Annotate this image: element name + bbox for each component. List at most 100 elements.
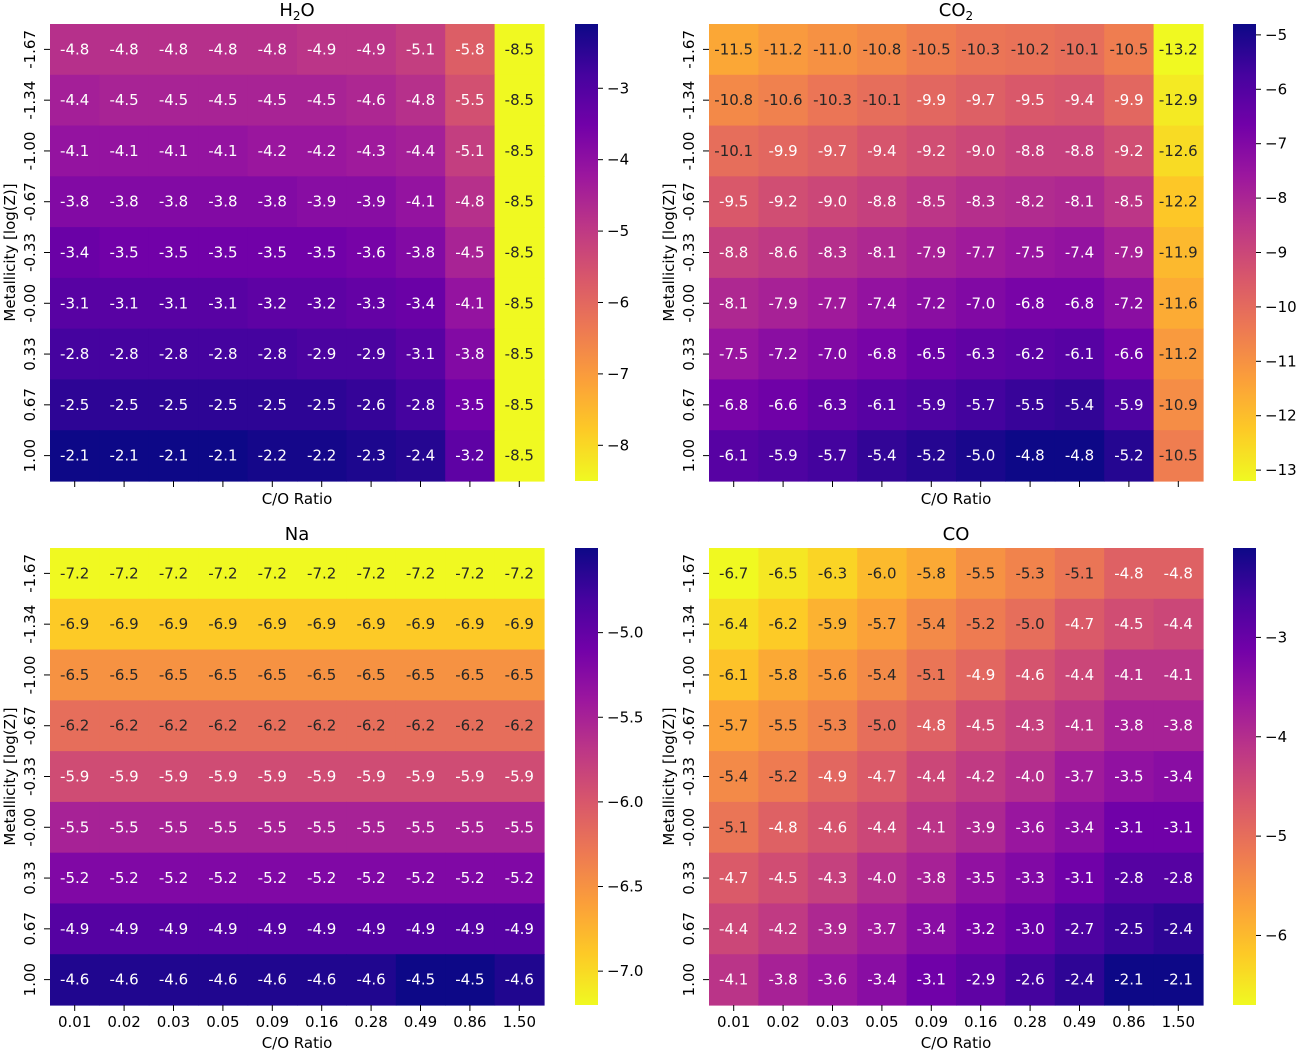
heatmap-cell-label: -2.1	[109, 447, 138, 465]
heatmap-cell	[1005, 227, 1056, 279]
heatmap-cell	[148, 328, 199, 381]
heatmap-cell-label: -6.8	[1015, 294, 1044, 312]
x-tick-label: 1.50	[1162, 1013, 1195, 1031]
y-axis-label-co2: Metallicity [log(Z)]	[660, 183, 678, 321]
heatmap-cell	[906, 125, 957, 177]
heatmap-cell-label: -7.2	[455, 564, 484, 582]
heatmap-cell	[297, 277, 347, 330]
heatmap-cell	[807, 751, 858, 803]
heatmap-cell	[395, 74, 446, 127]
heatmap-cell-label: -4.6	[1015, 666, 1044, 684]
heatmap-cell	[956, 801, 1006, 854]
heatmap-cell-label: -10.3	[813, 91, 852, 109]
heatmap-cell-label: -6.3	[818, 396, 847, 414]
heatmap-cell-label: -5.2	[406, 869, 435, 887]
heatmap-cell	[807, 125, 858, 177]
heatmap-cell-label: -7.2	[356, 564, 385, 582]
heatmap-cell	[758, 430, 809, 482]
y-tick-label: 1.00	[680, 439, 698, 472]
heatmap-cell-label: -4.6	[109, 971, 138, 989]
heatmap-cell-label: -11.6	[1159, 294, 1198, 312]
heatmap-cell	[198, 74, 249, 127]
heatmap-cell-label: -8.5	[505, 447, 534, 465]
heatmap-cell-label: -5.2	[917, 447, 946, 465]
heatmap-cell	[445, 328, 496, 381]
heatmap-cell-label: -6.2	[109, 717, 138, 735]
heatmap-cell-label: -6.9	[406, 615, 435, 633]
heatmap-cell	[1153, 700, 1204, 752]
heatmap-cell-labels-co2: -11.5 -11.2 -11.0 -10.8 -10.5 -10.3 -10.2 -10.1…	[714, 40, 1197, 464]
heatmap-cell	[395, 649, 446, 701]
heatmap-cell-label: -2.1	[1114, 971, 1143, 989]
heatmap-cell-labels-h2o: -4.8 -4.8 -4.8 -4.8 -4.8 -4.9 -4.9 -5.1 -5.8 -8.5…	[60, 40, 534, 464]
heatmap-cell-label: -4.4	[917, 768, 946, 786]
heatmap-cell	[857, 598, 908, 651]
heatmap-cell-label: -2.8	[406, 396, 435, 414]
heatmap-cell	[445, 379, 496, 431]
heatmap-cell-label: -4.1	[60, 142, 89, 160]
heatmap-cell	[198, 24, 249, 76]
heatmap-cell-label: -3.1	[159, 294, 188, 312]
colorbar-co2: −5 −6 −7 −8 −9 −10 −11 −12 −13	[1233, 24, 1297, 481]
heatmap-cell	[1005, 24, 1056, 76]
heatmap-cell	[50, 598, 100, 651]
heatmap-cell	[445, 176, 496, 228]
heatmap-cell	[1054, 430, 1105, 482]
chart-title-co2: CO2	[939, 0, 973, 23]
heatmap-cell-label: -7.9	[917, 244, 946, 262]
heatmap-cell	[148, 277, 199, 330]
heatmap-cell-label: -6.2	[159, 717, 188, 735]
heatmap-cell	[247, 954, 298, 1006]
heatmap-cell-label: -5.9	[258, 768, 287, 786]
heatmap-cell	[99, 430, 150, 482]
heatmap-cell-label: -6.1	[719, 666, 748, 684]
heatmap-cell-label: -13.2	[1159, 40, 1198, 58]
heatmap-cell-label: -5.7	[818, 447, 847, 465]
heatmap-cell-label: -4.8	[768, 818, 797, 836]
heatmap-cell-label: -8.1	[719, 294, 748, 312]
heatmap-cell-label: -4.1	[719, 971, 748, 989]
heatmap-cell-label: -3.8	[109, 193, 138, 211]
heatmap-cell	[1153, 379, 1204, 431]
heatmap-cell	[494, 649, 545, 701]
heatmap-cell-label: -8.5	[505, 294, 534, 312]
heatmap-cell	[1054, 328, 1105, 381]
heatmap-cell-label: -5.4	[917, 615, 946, 633]
heatmap-cell-label: -3.9	[356, 193, 385, 211]
heatmap-cell-label: -4.1	[455, 294, 484, 312]
heatmap-cell-label: -3.4	[406, 294, 435, 312]
heatmap-cell	[99, 801, 150, 854]
heatmap-cell-label: -2.8	[208, 345, 237, 363]
heatmap-cell-label: -4.1	[159, 142, 188, 160]
heatmap-cell-label: -2.6	[356, 396, 385, 414]
heatmap-cell	[1005, 277, 1056, 330]
colorbar-tick-label: −8	[1265, 189, 1287, 207]
heatmap-cell-label: -4.7	[867, 768, 896, 786]
heatmap-cell-label: -5.2	[307, 869, 336, 887]
heatmap-cell	[956, 700, 1006, 752]
colorbar-tick-label: −13	[1265, 461, 1297, 479]
heatmap-cell	[1153, 176, 1204, 228]
heatmap-cell-label: -4.4	[867, 818, 896, 836]
heatmap-cell	[1104, 852, 1155, 905]
heatmap-cell-label: -6.5	[917, 345, 946, 363]
heatmap-cell-label: -4.8	[1065, 447, 1094, 465]
heatmap-cell	[956, 74, 1006, 127]
heatmap-cell-label: -6.4	[719, 615, 748, 633]
heatmap-cell-label: -5.2	[258, 869, 287, 887]
heatmap-cell	[297, 227, 347, 279]
heatmap-cell-label: -5.1	[1065, 564, 1094, 582]
heatmap-cell-label: -7.2	[208, 564, 237, 582]
heatmap-cell	[1153, 903, 1204, 955]
y-tick-label: -1.34	[21, 81, 39, 120]
heatmap-cell	[1104, 751, 1155, 803]
heatmap-cell-label: -7.0	[818, 345, 847, 363]
heatmap-cell	[297, 548, 347, 600]
heatmap-cell-label: -2.8	[109, 345, 138, 363]
heatmap-cell-label: -5.9	[455, 768, 484, 786]
heatmap-cell	[1005, 852, 1056, 905]
heatmap-cell	[1104, 598, 1155, 651]
heatmap-cell	[1153, 74, 1204, 127]
heatmap-cell	[758, 954, 809, 1006]
y-axis-label-h2o: Metallicity [log(Z)]	[1, 183, 19, 321]
